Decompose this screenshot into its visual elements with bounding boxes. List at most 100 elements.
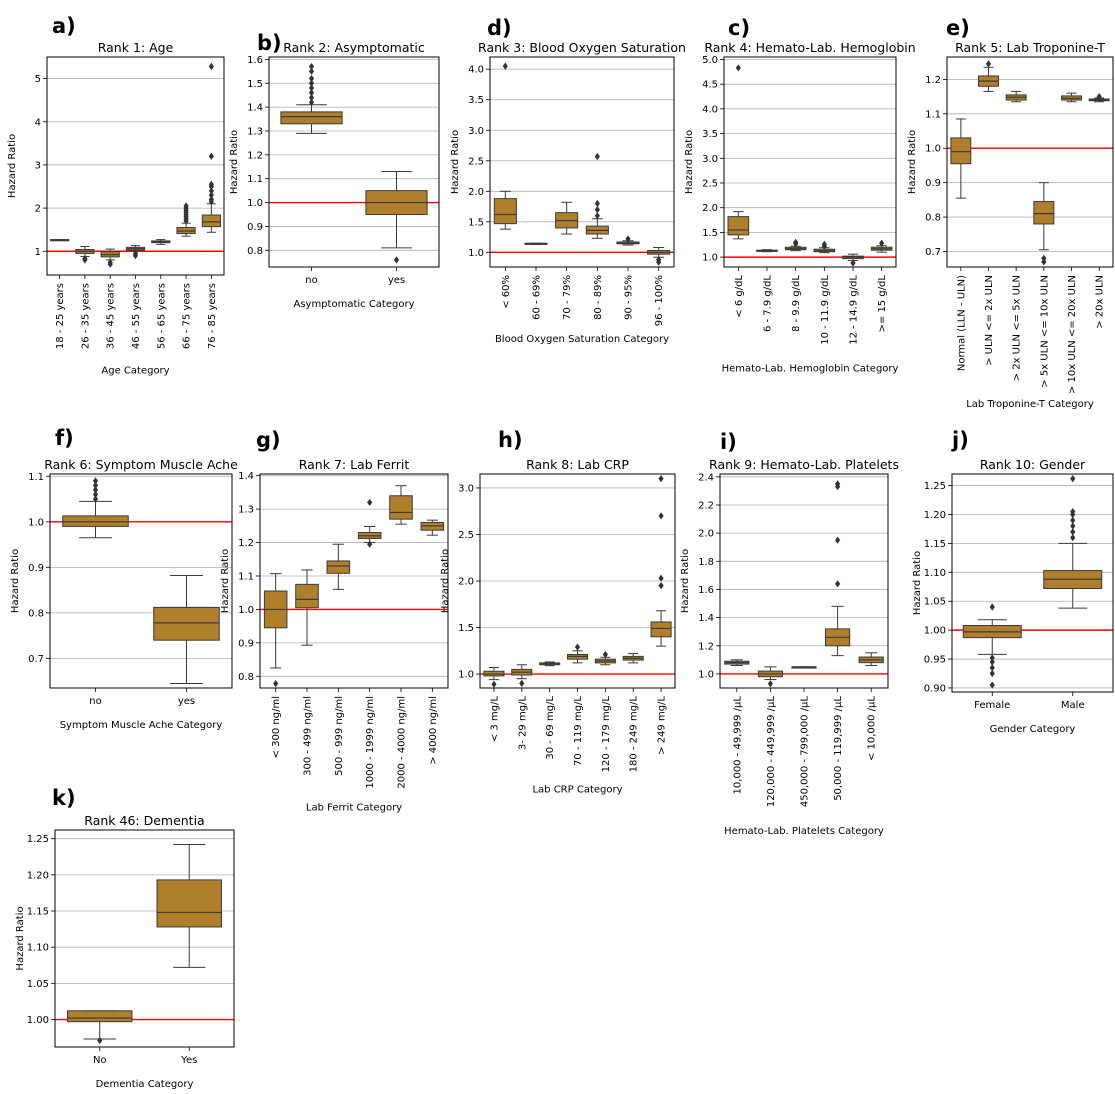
x-tick-label: 8 - 9.9 g/dL	[791, 275, 802, 332]
outlier-point	[208, 62, 214, 71]
box-3	[566, 643, 589, 664]
outlier-point	[308, 84, 315, 92]
x-tick-label: Normal (LLN - ULN)	[956, 275, 967, 371]
y-tick-label: 0.8	[238, 672, 254, 683]
y-tick-label: 2.5	[458, 530, 474, 541]
outlier-point	[985, 60, 992, 68]
box-1	[756, 249, 778, 253]
y-tick-label: 1.3	[238, 505, 254, 516]
y-tick-label: 3.0	[702, 154, 718, 165]
outlier-point	[519, 679, 525, 687]
box-iqr	[156, 879, 222, 928]
y-tick-label: 4.5	[702, 80, 718, 91]
x-axis-label: Gender Category	[990, 724, 1076, 735]
box-1	[295, 569, 319, 646]
y-tick-label: 1.1	[925, 109, 941, 120]
x-axis-label: Lab Ferrit Category	[306, 802, 402, 813]
x-tick-label: 90 - 95%	[624, 275, 635, 320]
y-tick-label: 0.9	[925, 178, 941, 189]
box-0	[724, 659, 750, 666]
outlier-point	[208, 195, 214, 204]
panel-title: Rank 6: Symptom Muscle Ache	[44, 457, 238, 472]
outlier-point	[97, 1036, 103, 1045]
y-tick-label: 3	[35, 160, 41, 171]
outlier-point	[1070, 528, 1076, 536]
outlier-point	[183, 202, 189, 210]
y-tick-label: 0.9	[247, 222, 263, 233]
box-4	[1061, 92, 1082, 103]
y-tick-label: 1.25	[924, 481, 946, 492]
outlier-point	[574, 643, 581, 651]
y-tick-label: 1	[35, 247, 41, 258]
x-tick-label: 180 - 249 mg/L	[629, 696, 640, 773]
y-tick-label: 1.0	[698, 669, 714, 680]
box-iqr	[650, 621, 672, 638]
plot-frame	[268, 56, 440, 268]
outlier-point	[835, 580, 841, 588]
y-tick-label: 1.1	[238, 571, 254, 582]
x-tick-label: 60 - 69%	[532, 275, 543, 320]
x-tick-label: 46 - 55 years	[131, 283, 142, 349]
x-tick-label: 6 - 7.9 g/dL	[763, 275, 774, 332]
box-0	[950, 118, 972, 199]
y-tick-label: 1.0	[458, 670, 474, 681]
x-axis-label: Asymptomatic Category	[293, 299, 414, 310]
box-5	[176, 202, 196, 237]
outlier-point	[879, 239, 885, 247]
box-0	[263, 573, 288, 688]
box-5	[420, 519, 445, 536]
outlier-point	[989, 603, 995, 611]
panel-b: b) Rank 2: Asymptomatic 0.8 0.9 1.0 1.1 1.2 1.3…	[229, 31, 440, 310]
y-tick-label: 1.20	[27, 870, 49, 881]
y-tick-label: 4.0	[702, 104, 718, 115]
y-tick-label: 1.15	[27, 907, 49, 918]
box-0	[727, 64, 750, 240]
outlier-point	[367, 540, 373, 548]
x-axis-label: Blood Oxygen Saturation Category	[495, 334, 669, 345]
outlier-point	[658, 574, 664, 582]
box-4	[842, 253, 864, 267]
x-tick-label: no	[89, 696, 101, 707]
outlier-point	[850, 259, 856, 267]
y-tick-label: 0.8	[28, 608, 44, 619]
y-tick-label: 1.2	[698, 641, 714, 652]
y-tick-label: 0.7	[28, 654, 44, 665]
y-tick-label: 4.0	[468, 65, 484, 76]
panel-title: Rank 3: Blood Oxygen Saturation	[478, 40, 686, 55]
outlier-point	[308, 89, 315, 97]
x-tick-label: 10 - 11.9 g/dL	[820, 275, 831, 345]
y-tick-label: 3.0	[458, 483, 474, 494]
y-tick-label: 0.8	[247, 246, 263, 257]
x-tick-label: yes	[388, 275, 405, 286]
y-tick-label: 1.20	[924, 510, 946, 521]
y-tick-label: 2.2	[698, 500, 714, 511]
panel-title: Rank 8: Lab CRP	[526, 457, 629, 472]
x-tick-label: 66 - 75 years	[182, 283, 193, 349]
box-iqr	[950, 137, 972, 165]
panel-title: Rank 10: Gender	[980, 457, 1086, 472]
outlier-point	[1070, 516, 1076, 524]
outlier-point	[658, 582, 664, 590]
y-tick-label: 1.0	[238, 605, 254, 616]
y-tick-label: 3.0	[468, 126, 484, 137]
y-tick-label: 1.5	[247, 79, 263, 90]
y-tick-label: 1.2	[238, 538, 254, 549]
y-tick-label: 1.00	[27, 1015, 49, 1026]
panel-title: Rank 5: Lab Troponine-T	[955, 40, 1105, 55]
y-axis-label: Hazard Ratio	[680, 549, 691, 613]
x-tick-label: Female	[974, 700, 1010, 711]
outlier-point	[367, 498, 373, 507]
y-tick-label: 2.4	[698, 472, 714, 483]
outlier-point	[625, 235, 631, 243]
outlier-point	[989, 681, 995, 689]
panel-a: a) Rank 1: Age 1 2 3 4 5 18 - 25 years 26 - 35 y…	[7, 14, 225, 377]
x-tick-label: Yes	[180, 1055, 197, 1066]
y-tick-label: 1.0	[925, 144, 941, 155]
y-tick-label: 0.95	[924, 655, 946, 666]
y-tick-label: 1.0	[702, 253, 718, 264]
outlier-point	[491, 680, 497, 688]
box-2	[100, 248, 120, 268]
outlier-point	[1070, 507, 1076, 516]
y-tick-label: 1.15	[924, 539, 946, 550]
